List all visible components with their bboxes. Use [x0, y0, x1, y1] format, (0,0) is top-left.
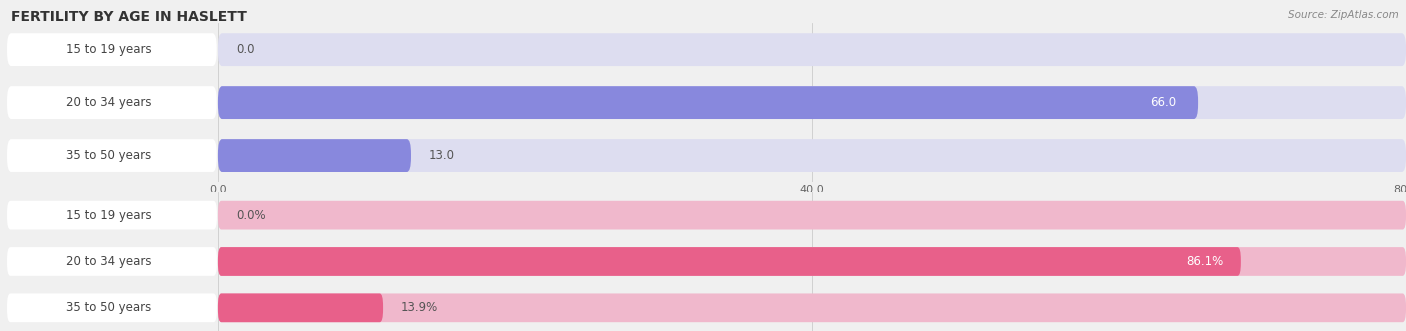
FancyBboxPatch shape — [218, 294, 1406, 322]
FancyBboxPatch shape — [7, 294, 217, 322]
FancyBboxPatch shape — [218, 294, 382, 322]
FancyBboxPatch shape — [218, 201, 1406, 229]
Text: 13.0: 13.0 — [429, 149, 454, 162]
FancyBboxPatch shape — [218, 86, 1198, 119]
FancyBboxPatch shape — [7, 201, 217, 229]
FancyBboxPatch shape — [7, 86, 217, 119]
FancyBboxPatch shape — [218, 247, 1241, 276]
Text: 86.1%: 86.1% — [1185, 255, 1223, 268]
FancyBboxPatch shape — [7, 33, 217, 66]
FancyBboxPatch shape — [7, 139, 217, 172]
FancyBboxPatch shape — [218, 86, 1406, 119]
Text: 0.0: 0.0 — [236, 43, 254, 56]
Text: FERTILITY BY AGE IN HASLETT: FERTILITY BY AGE IN HASLETT — [11, 10, 247, 24]
Text: 66.0: 66.0 — [1150, 96, 1175, 109]
FancyBboxPatch shape — [218, 247, 1406, 276]
FancyBboxPatch shape — [218, 33, 1406, 66]
Text: 0.0%: 0.0% — [236, 209, 266, 222]
Text: 15 to 19 years: 15 to 19 years — [66, 209, 152, 222]
Text: 35 to 50 years: 35 to 50 years — [66, 149, 152, 162]
Text: 20 to 34 years: 20 to 34 years — [66, 96, 152, 109]
FancyBboxPatch shape — [7, 247, 217, 276]
Text: 13.9%: 13.9% — [401, 301, 439, 314]
Text: 35 to 50 years: 35 to 50 years — [66, 301, 152, 314]
FancyBboxPatch shape — [218, 139, 1406, 172]
FancyBboxPatch shape — [218, 139, 411, 172]
Text: 20 to 34 years: 20 to 34 years — [66, 255, 152, 268]
Text: 15 to 19 years: 15 to 19 years — [66, 43, 152, 56]
Text: Source: ZipAtlas.com: Source: ZipAtlas.com — [1288, 10, 1399, 20]
